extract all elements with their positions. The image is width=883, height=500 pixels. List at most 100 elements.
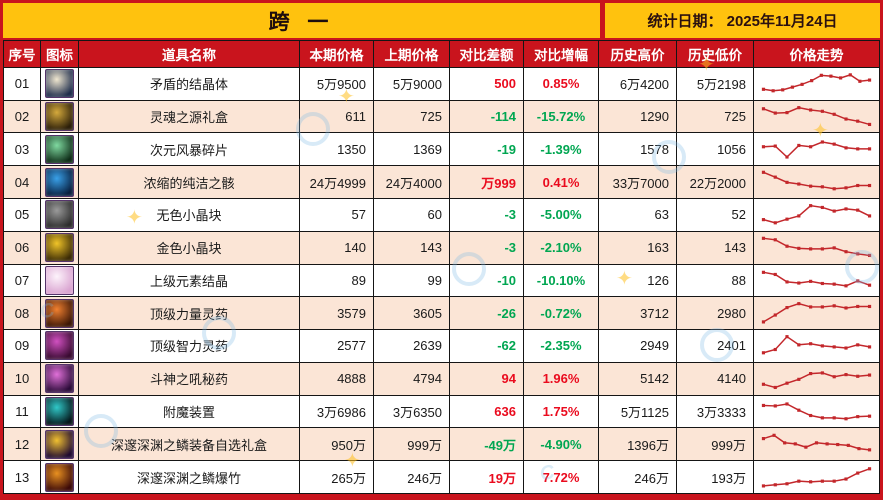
item-name-cell: 附魔装置: [79, 395, 300, 429]
history-high-cell: 1290: [599, 100, 677, 134]
trend-sparkline: [754, 232, 879, 265]
serial-cell: 11: [4, 395, 41, 429]
history-low-cell: 3万3333: [677, 395, 754, 429]
diff-cell: 万999: [450, 166, 524, 199]
history-low-cell: 143: [677, 231, 754, 265]
item-name-cell: 灵魂之源礼盒: [79, 100, 300, 134]
previous-price-cell: 99: [374, 264, 450, 298]
war-god-potion-icon: [45, 364, 74, 394]
item-icon-cell: [41, 395, 79, 429]
percent-cell: -10.10%: [524, 264, 599, 298]
history-high-cell: 3712: [599, 297, 677, 331]
column-header-icon: 图标: [41, 41, 79, 68]
percent-cell: -5.00%: [524, 198, 599, 232]
dimension-shard-icon: [45, 134, 74, 164]
current-price-cell: 611: [300, 100, 374, 134]
current-price-cell: 24万4999: [300, 166, 374, 199]
current-price-cell: 140: [300, 231, 374, 265]
strength-potion-icon: [45, 298, 74, 328]
diff-cell: -3: [450, 198, 524, 232]
percent-cell: -0.72%: [524, 297, 599, 331]
item-icon-cell: [41, 67, 79, 101]
item-name-cell: 顶级智力灵药: [79, 330, 300, 363]
table-row: 04 浓缩的纯洁之骸 24万4999 24万4000 万999 0.41% 33万7000 2…: [4, 166, 879, 199]
current-price-cell: 265万: [300, 461, 374, 493]
item-name-cell: 矛盾的结晶体: [79, 67, 300, 101]
trend-sparkline: [754, 166, 879, 199]
item-icon-cell: [41, 231, 79, 265]
history-high-cell: 2949: [599, 330, 677, 363]
percent-cell: 7.72%: [524, 461, 599, 493]
item-name-cell: 无色小晶块: [79, 198, 300, 232]
history-low-cell: 52: [677, 198, 754, 232]
column-header-serial: 序号: [4, 41, 41, 68]
item-name-cell: 金色小晶块: [79, 231, 300, 265]
history-low-cell: 725: [677, 100, 754, 134]
item-name-cell: 浓缩的纯洁之骸: [79, 166, 300, 199]
pure-remains-icon: [45, 167, 74, 197]
table-row: 11 附魔装置 3万6986 3万6350 636 1.75% 5万1125 3万3333: [4, 395, 879, 429]
serial-cell: 12: [4, 428, 41, 462]
percent-cell: 1.96%: [524, 362, 599, 396]
history-low-cell: 1056: [677, 133, 754, 167]
price-table: 序号 图标 道具名称 本期价格 上期价格 对比差额 对比增幅 历史高价 历史低价…: [3, 40, 880, 494]
history-low-cell: 999万: [677, 428, 754, 462]
item-icon-cell: [41, 198, 79, 232]
history-high-cell: 126: [599, 264, 677, 298]
diff-cell: -49万: [450, 428, 524, 462]
table-row: 06 金色小晶块 140 143 -3 -2.10% 163 143: [4, 231, 879, 265]
history-high-cell: 5万1125: [599, 395, 677, 429]
current-price-cell: 89: [300, 264, 374, 298]
serial-cell: 06: [4, 231, 41, 265]
current-price-cell: 4888: [300, 362, 374, 396]
table-row: 05 无色小晶块 57 60 -3 -5.00% 63 52: [4, 198, 879, 232]
serial-cell: 04: [4, 166, 41, 199]
percent-cell: 1.75%: [524, 395, 599, 429]
history-high-cell: 163: [599, 231, 677, 265]
history-low-cell: 2401: [677, 330, 754, 363]
serial-cell: 03: [4, 133, 41, 167]
previous-price-cell: 24万4000: [374, 166, 450, 199]
current-price-cell: 3579: [300, 297, 374, 331]
trend-sparkline: [754, 297, 879, 331]
table-row: 07 上级元素结晶 89 99 -10 -10.10% 126 88: [4, 264, 879, 298]
previous-price-cell: 246万: [374, 461, 450, 493]
history-low-cell: 2980: [677, 297, 754, 331]
item-icon-cell: [41, 330, 79, 363]
percent-cell: -1.39%: [524, 133, 599, 167]
table-row: 09 顶级智力灵药 2577 2639 -62 -2.35% 2949 2401: [4, 330, 879, 363]
table-row: 08 顶级力量灵药 3579 3605 -26 -0.72% 3712 2980: [4, 297, 879, 331]
item-name-cell: 上级元素结晶: [79, 264, 300, 298]
previous-price-cell: 2639: [374, 330, 450, 363]
item-icon-cell: [41, 264, 79, 298]
trend-sparkline: [754, 265, 879, 298]
trend-sparkline: [754, 396, 879, 429]
diff-cell: -26: [450, 297, 524, 331]
table-row: 12 深邃深渊之鳞装备自选礼盒 950万 999万 -49万 -4.90% 1396万 999…: [4, 428, 879, 462]
current-price-cell: 1350: [300, 133, 374, 167]
diff-cell: 500: [450, 67, 524, 101]
item-name-cell: 深邃深渊之鳞装备自选礼盒: [79, 428, 300, 462]
column-header-diff: 对比差额: [450, 41, 524, 68]
history-high-cell: 6万4200: [599, 67, 677, 101]
percent-cell: 0.85%: [524, 67, 599, 101]
percent-cell: -4.90%: [524, 428, 599, 462]
item-name-cell: 深邃深渊之鳞爆竹: [79, 461, 300, 493]
history-high-cell: 33万7000: [599, 166, 677, 199]
trend-sparkline: [754, 428, 879, 462]
percent-cell: -2.35%: [524, 330, 599, 363]
enchant-device-icon: [45, 397, 74, 427]
previous-price-cell: 3万6350: [374, 395, 450, 429]
history-high-cell: 1396万: [599, 428, 677, 462]
item-icon-cell: [41, 428, 79, 462]
item-icon-cell: [41, 297, 79, 331]
serial-cell: 07: [4, 264, 41, 298]
trend-sparkline: [754, 101, 879, 134]
previous-price-cell: 5万9000: [374, 67, 450, 101]
serial-cell: 13: [4, 461, 41, 493]
history-high-cell: 246万: [599, 461, 677, 493]
page-title: 跨 一: [268, 10, 335, 34]
table-row: 13 深邃深渊之鳞爆竹 265万 246万 19万 7.72% 246万 193万: [4, 461, 879, 493]
diff-cell: 19万: [450, 461, 524, 493]
